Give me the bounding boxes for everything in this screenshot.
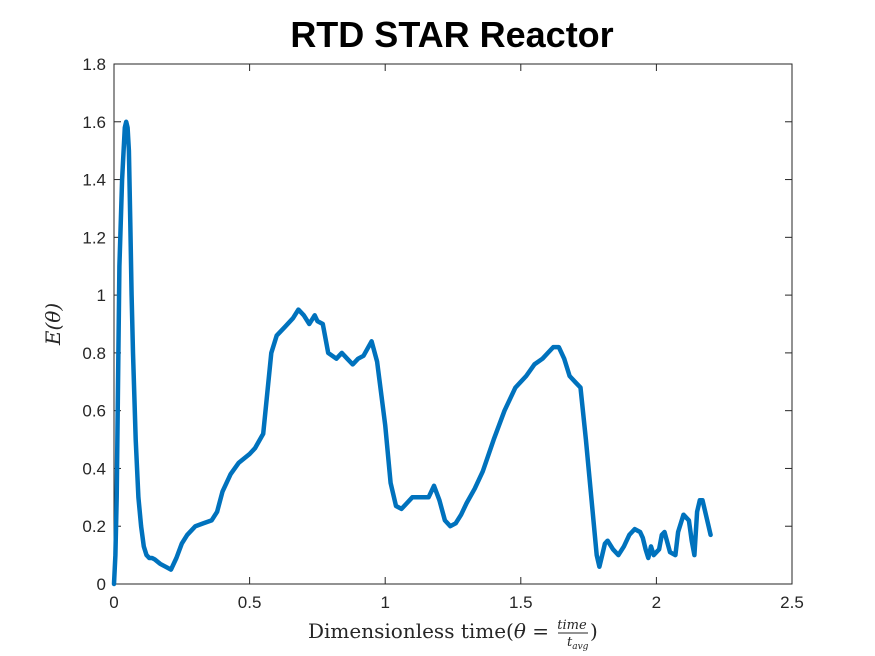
x-tick-label: 2.5: [780, 593, 804, 612]
y-tick-label: 0.4: [82, 459, 106, 478]
y-tick-label: 1.8: [82, 55, 106, 74]
y-tick-label: 0.6: [82, 402, 106, 421]
y-axis-label: E(θ): [41, 303, 65, 346]
x-tick-label: 1.5: [509, 593, 533, 612]
x-tick-label: 1: [380, 593, 389, 612]
y-tick-label: 0.2: [82, 517, 106, 536]
x-axis-label-denominator: tavg: [567, 635, 589, 652]
y-tick-label: 1: [97, 286, 106, 305]
plot-frame: [113, 63, 793, 585]
y-tick-label: 1.2: [82, 228, 106, 247]
series-line-e-theta: [111, 119, 713, 587]
x-axis-label: Dimensionless time(θ =: [308, 619, 549, 643]
x-axis-label-close-paren: ): [590, 619, 598, 643]
x-axis-label-numerator: time: [557, 618, 587, 633]
x-tick-label: 0.5: [238, 593, 262, 612]
y-tick-label: 0.8: [82, 344, 106, 363]
x-axis: 0 0.5 1 1.5 2 2.5: [109, 64, 804, 612]
x-tick-label: 0: [109, 593, 118, 612]
chart-title: RTD STAR Reactor: [290, 14, 613, 55]
y-tick-label: 1.6: [82, 113, 106, 132]
y-tick-label: 0: [97, 575, 106, 594]
x-tick-label: 2: [652, 593, 661, 612]
y-tick-label: 1.4: [82, 171, 106, 190]
y-axis: 0 0.2 0.4 0.6 0.8 1 1.2 1.4 1.6 1.8: [82, 55, 792, 594]
